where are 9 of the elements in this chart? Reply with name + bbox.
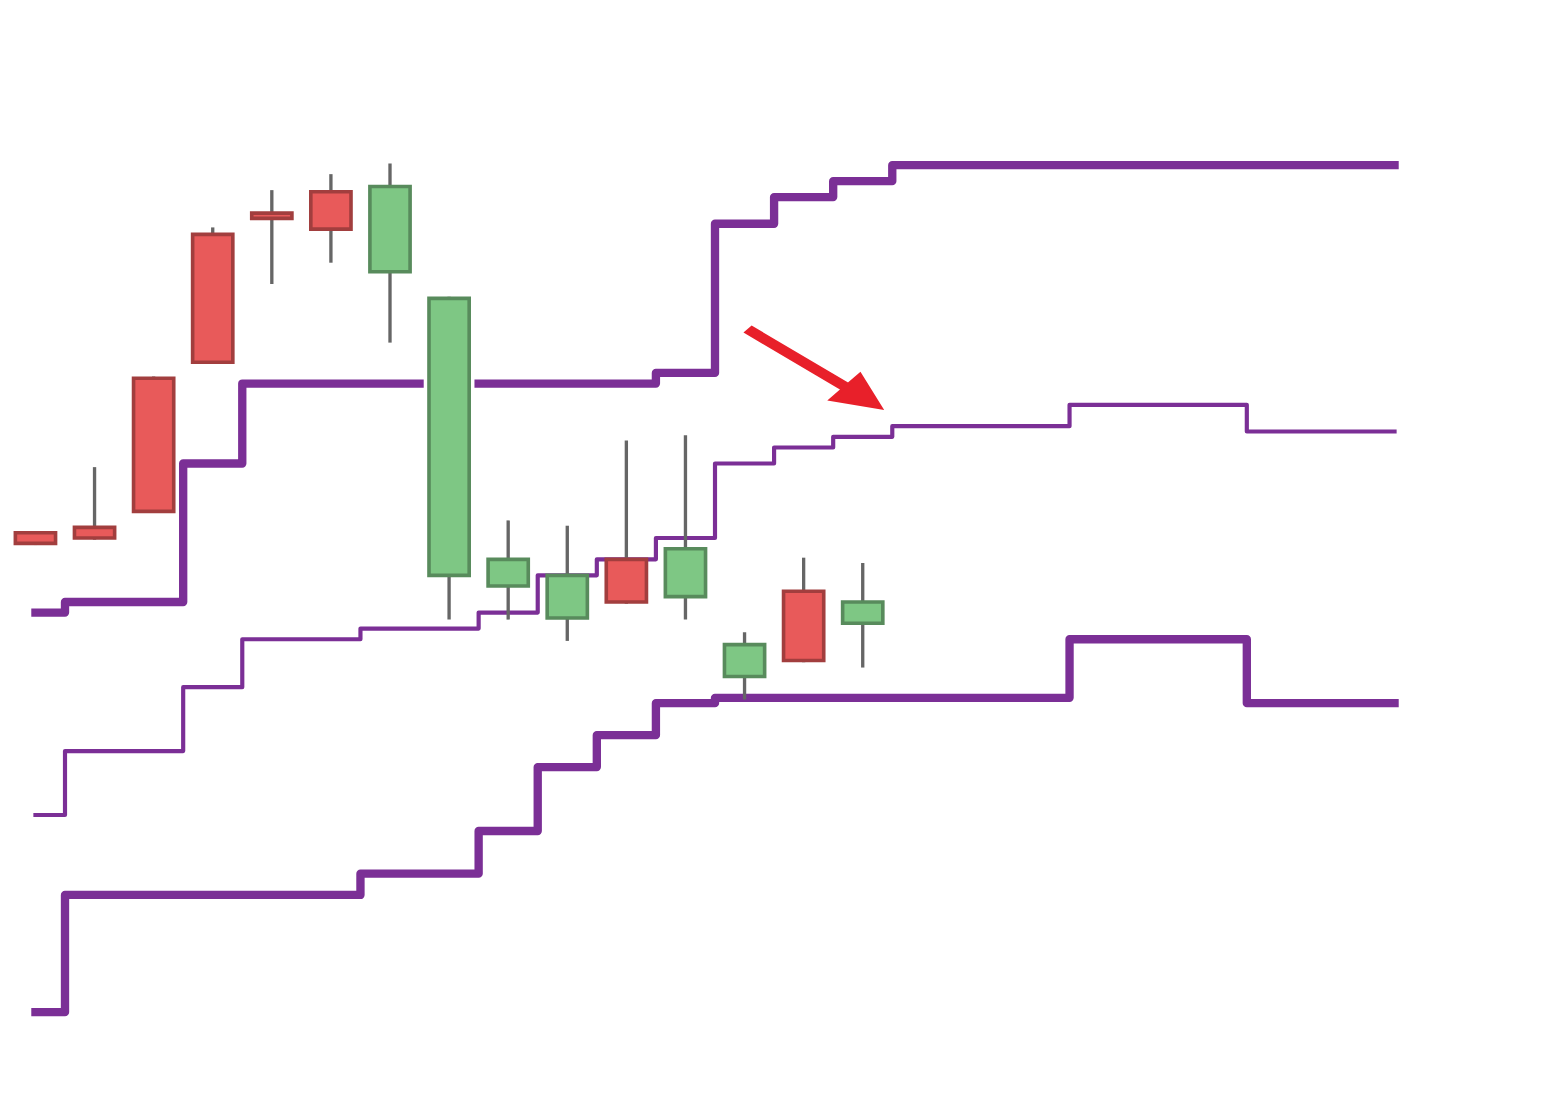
candlestick	[309, 174, 353, 263]
candlestick	[486, 520, 531, 620]
candlestick	[722, 632, 767, 700]
candlestick	[604, 440, 649, 604]
candlestick	[840, 563, 885, 668]
candlestick	[545, 525, 590, 641]
candlestick	[249, 190, 294, 285]
candlestick	[72, 467, 117, 540]
candlestick	[663, 435, 708, 620]
